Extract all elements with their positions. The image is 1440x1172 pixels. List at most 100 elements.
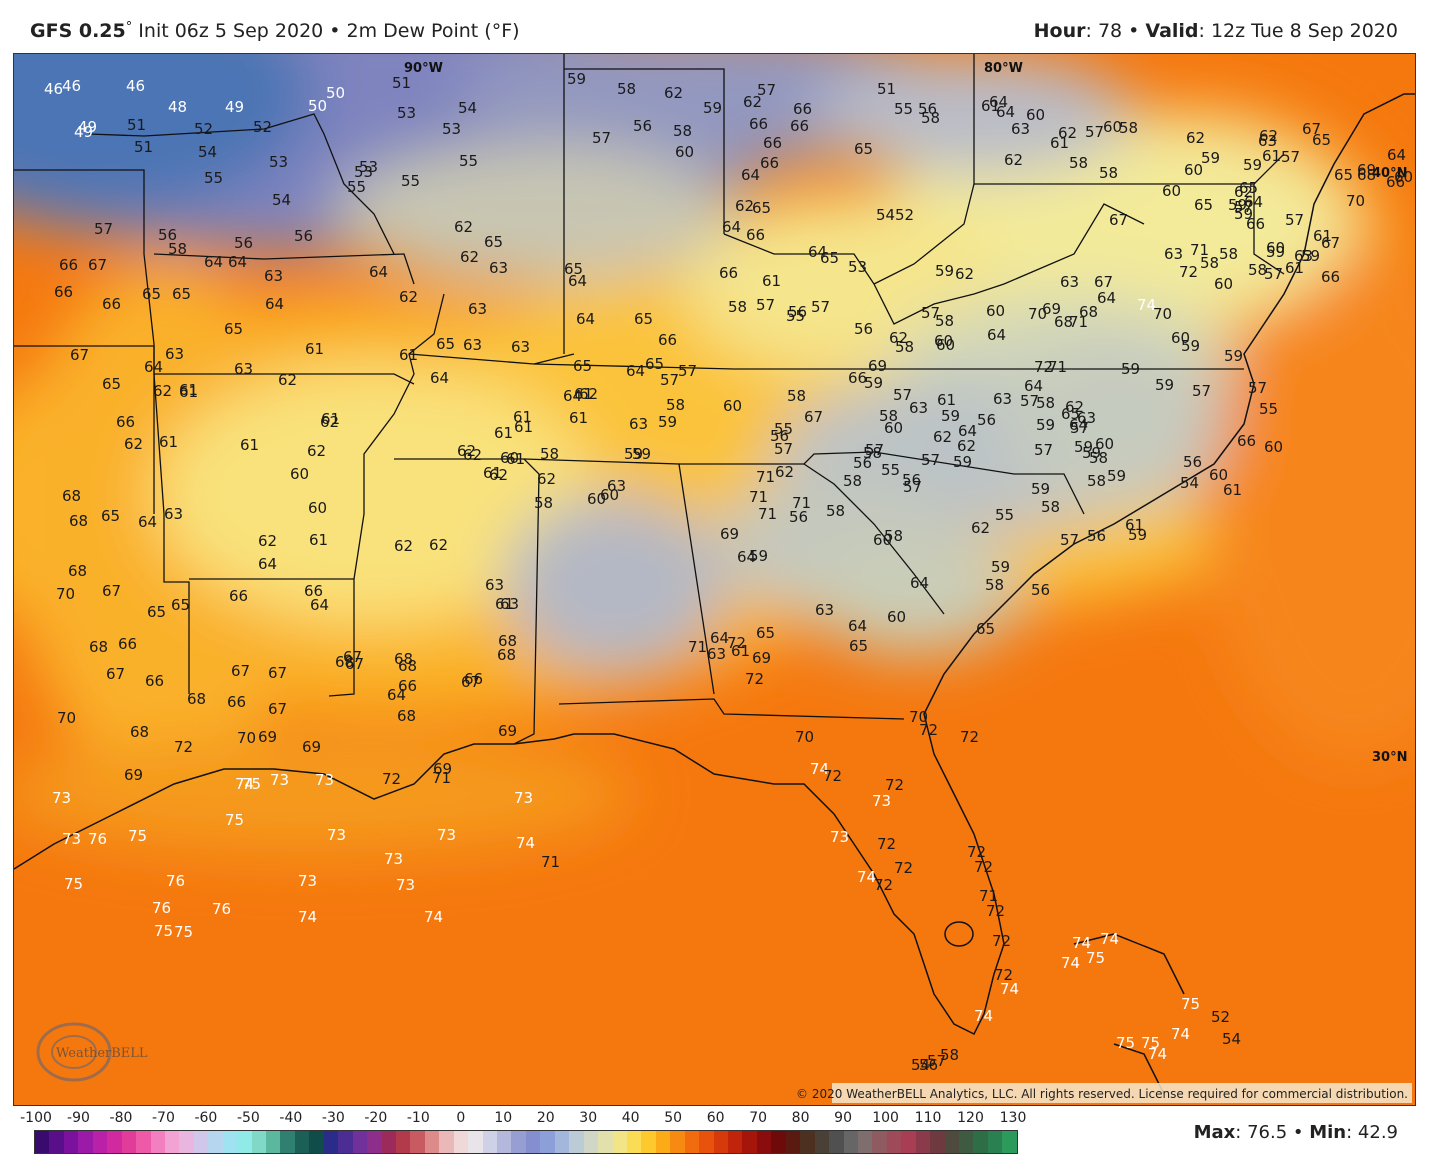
colorbar-swatch <box>367 1131 382 1153</box>
station-value: 66 <box>227 693 246 711</box>
colorbar-tick-label: 20 <box>536 1110 555 1126</box>
station-value: 58 <box>728 298 747 316</box>
station-value: 64 <box>430 369 449 387</box>
station-value: 62 <box>460 248 479 266</box>
hour-label: Hour <box>1033 20 1086 42</box>
station-value: 62 <box>278 371 297 389</box>
station-value: 71 <box>1190 241 1209 259</box>
station-value: 53 <box>354 163 373 181</box>
station-value: 71 <box>979 887 998 905</box>
station-value: 58 <box>168 240 187 258</box>
station-value: 72 <box>986 902 1005 920</box>
station-value: 59 <box>624 445 643 463</box>
station-value: 50 <box>326 84 345 102</box>
colorbar-swatch <box>554 1131 570 1153</box>
station-value: 63 <box>468 300 487 318</box>
colorbar-swatch <box>598 1131 613 1153</box>
station-value: 64 <box>741 166 760 184</box>
station-value: 65 <box>142 285 161 303</box>
colorbar-tick-label: 130 <box>999 1110 1027 1126</box>
station-value: 57 <box>865 441 884 459</box>
station-value: 57 <box>921 304 940 322</box>
colorbar-swatch <box>35 1131 50 1153</box>
station-value: 66 <box>1386 173 1405 191</box>
station-value: 56 <box>788 303 807 321</box>
station-value: 66 <box>790 117 809 135</box>
station-value: 73 <box>327 826 346 844</box>
colorbar-swatch <box>785 1131 801 1153</box>
colorbar-swatch <box>78 1131 93 1153</box>
station-value: 72 <box>960 728 979 746</box>
station-value: 64 <box>1387 146 1406 164</box>
station-value: 58 <box>940 1046 959 1064</box>
station-value: 63 <box>264 267 283 285</box>
station-value: 74 <box>1148 1045 1167 1063</box>
station-value: 56 <box>1183 453 1202 471</box>
colorbar-swatch <box>930 1131 945 1153</box>
station-value: 62 <box>1259 127 1278 145</box>
station-value: 74 <box>1061 954 1080 972</box>
station-value: 52 <box>194 120 213 138</box>
station-value: 57 <box>1281 148 1300 166</box>
colorbar-tick-label: -70 <box>151 1110 175 1126</box>
colorbar-swatch <box>814 1131 830 1153</box>
station-value: 58 <box>617 80 636 98</box>
station-value: 72 <box>174 738 193 756</box>
station-value: 61 <box>483 464 502 482</box>
station-value: 61 <box>309 531 328 549</box>
station-value: 65 <box>976 620 995 638</box>
station-value: 62 <box>1058 124 1077 142</box>
station-value: 68 <box>130 723 149 741</box>
max-value: : 76.5 • <box>1235 1122 1310 1143</box>
colorbar-swatch <box>713 1131 728 1153</box>
station-value: 61 <box>240 436 259 454</box>
station-value: 55 <box>995 506 1014 524</box>
station-value: 76 <box>88 830 107 848</box>
station-value: 73 <box>514 789 533 807</box>
station-value: 62 <box>537 470 556 488</box>
colorbar-swatch <box>410 1131 425 1153</box>
station-value: 64 <box>1244 193 1263 211</box>
station-value: 58 <box>1119 119 1138 137</box>
station-value: 62 <box>153 382 172 400</box>
lat-label-40n: 40°N <box>1372 166 1407 181</box>
station-value: 58 <box>935 312 954 330</box>
station-value: 60 <box>934 332 953 350</box>
station-value: 57 <box>1192 382 1211 400</box>
station-value: 75 <box>1116 1034 1135 1052</box>
station-value: 66 <box>746 226 765 244</box>
colorbar-tick-label: -100 <box>20 1110 52 1126</box>
station-value: 72 <box>727 634 746 652</box>
copyright-bg <box>832 1083 1412 1103</box>
station-value: 65 <box>102 375 121 393</box>
station-value: 63 <box>1164 245 1183 263</box>
station-value: 72 <box>745 670 764 688</box>
station-value: 67 <box>1302 120 1321 138</box>
colorbar-tick-label: 110 <box>914 1110 942 1126</box>
station-value: 74 <box>857 868 876 886</box>
colorbar-swatch <box>857 1131 873 1153</box>
colorbar-swatch <box>872 1131 887 1153</box>
station-value: 60 <box>290 465 309 483</box>
station-value: 72 <box>1179 263 1198 281</box>
station-value: 59 <box>953 453 972 471</box>
station-value: 64 <box>576 310 595 328</box>
station-value: 67 <box>70 346 89 364</box>
station-value: 62 <box>579 385 598 403</box>
station-value: 64 <box>987 326 1006 344</box>
station-value: 74 <box>516 834 535 852</box>
station-value: 62 <box>933 428 952 446</box>
colorbar-tick-label: -60 <box>194 1110 218 1126</box>
station-value: 76 <box>212 900 231 918</box>
station-value: 58 <box>1200 254 1219 272</box>
station-value: 61 <box>1223 481 1242 499</box>
colorbar-swatch <box>193 1131 209 1153</box>
station-value: 67 <box>268 664 287 682</box>
station-value: 72 <box>974 858 993 876</box>
dew-point-map[interactable]: 90°W 80°W 40°N 30°N 46 46 46 48 49 50 50 51 52 49… <box>13 53 1416 1106</box>
station-value: 62 <box>1186 129 1205 147</box>
station-value: 64 <box>228 253 247 271</box>
station-value: 58 <box>879 407 898 425</box>
station-value: 62 <box>258 532 277 550</box>
station-value: 54 <box>272 191 291 209</box>
